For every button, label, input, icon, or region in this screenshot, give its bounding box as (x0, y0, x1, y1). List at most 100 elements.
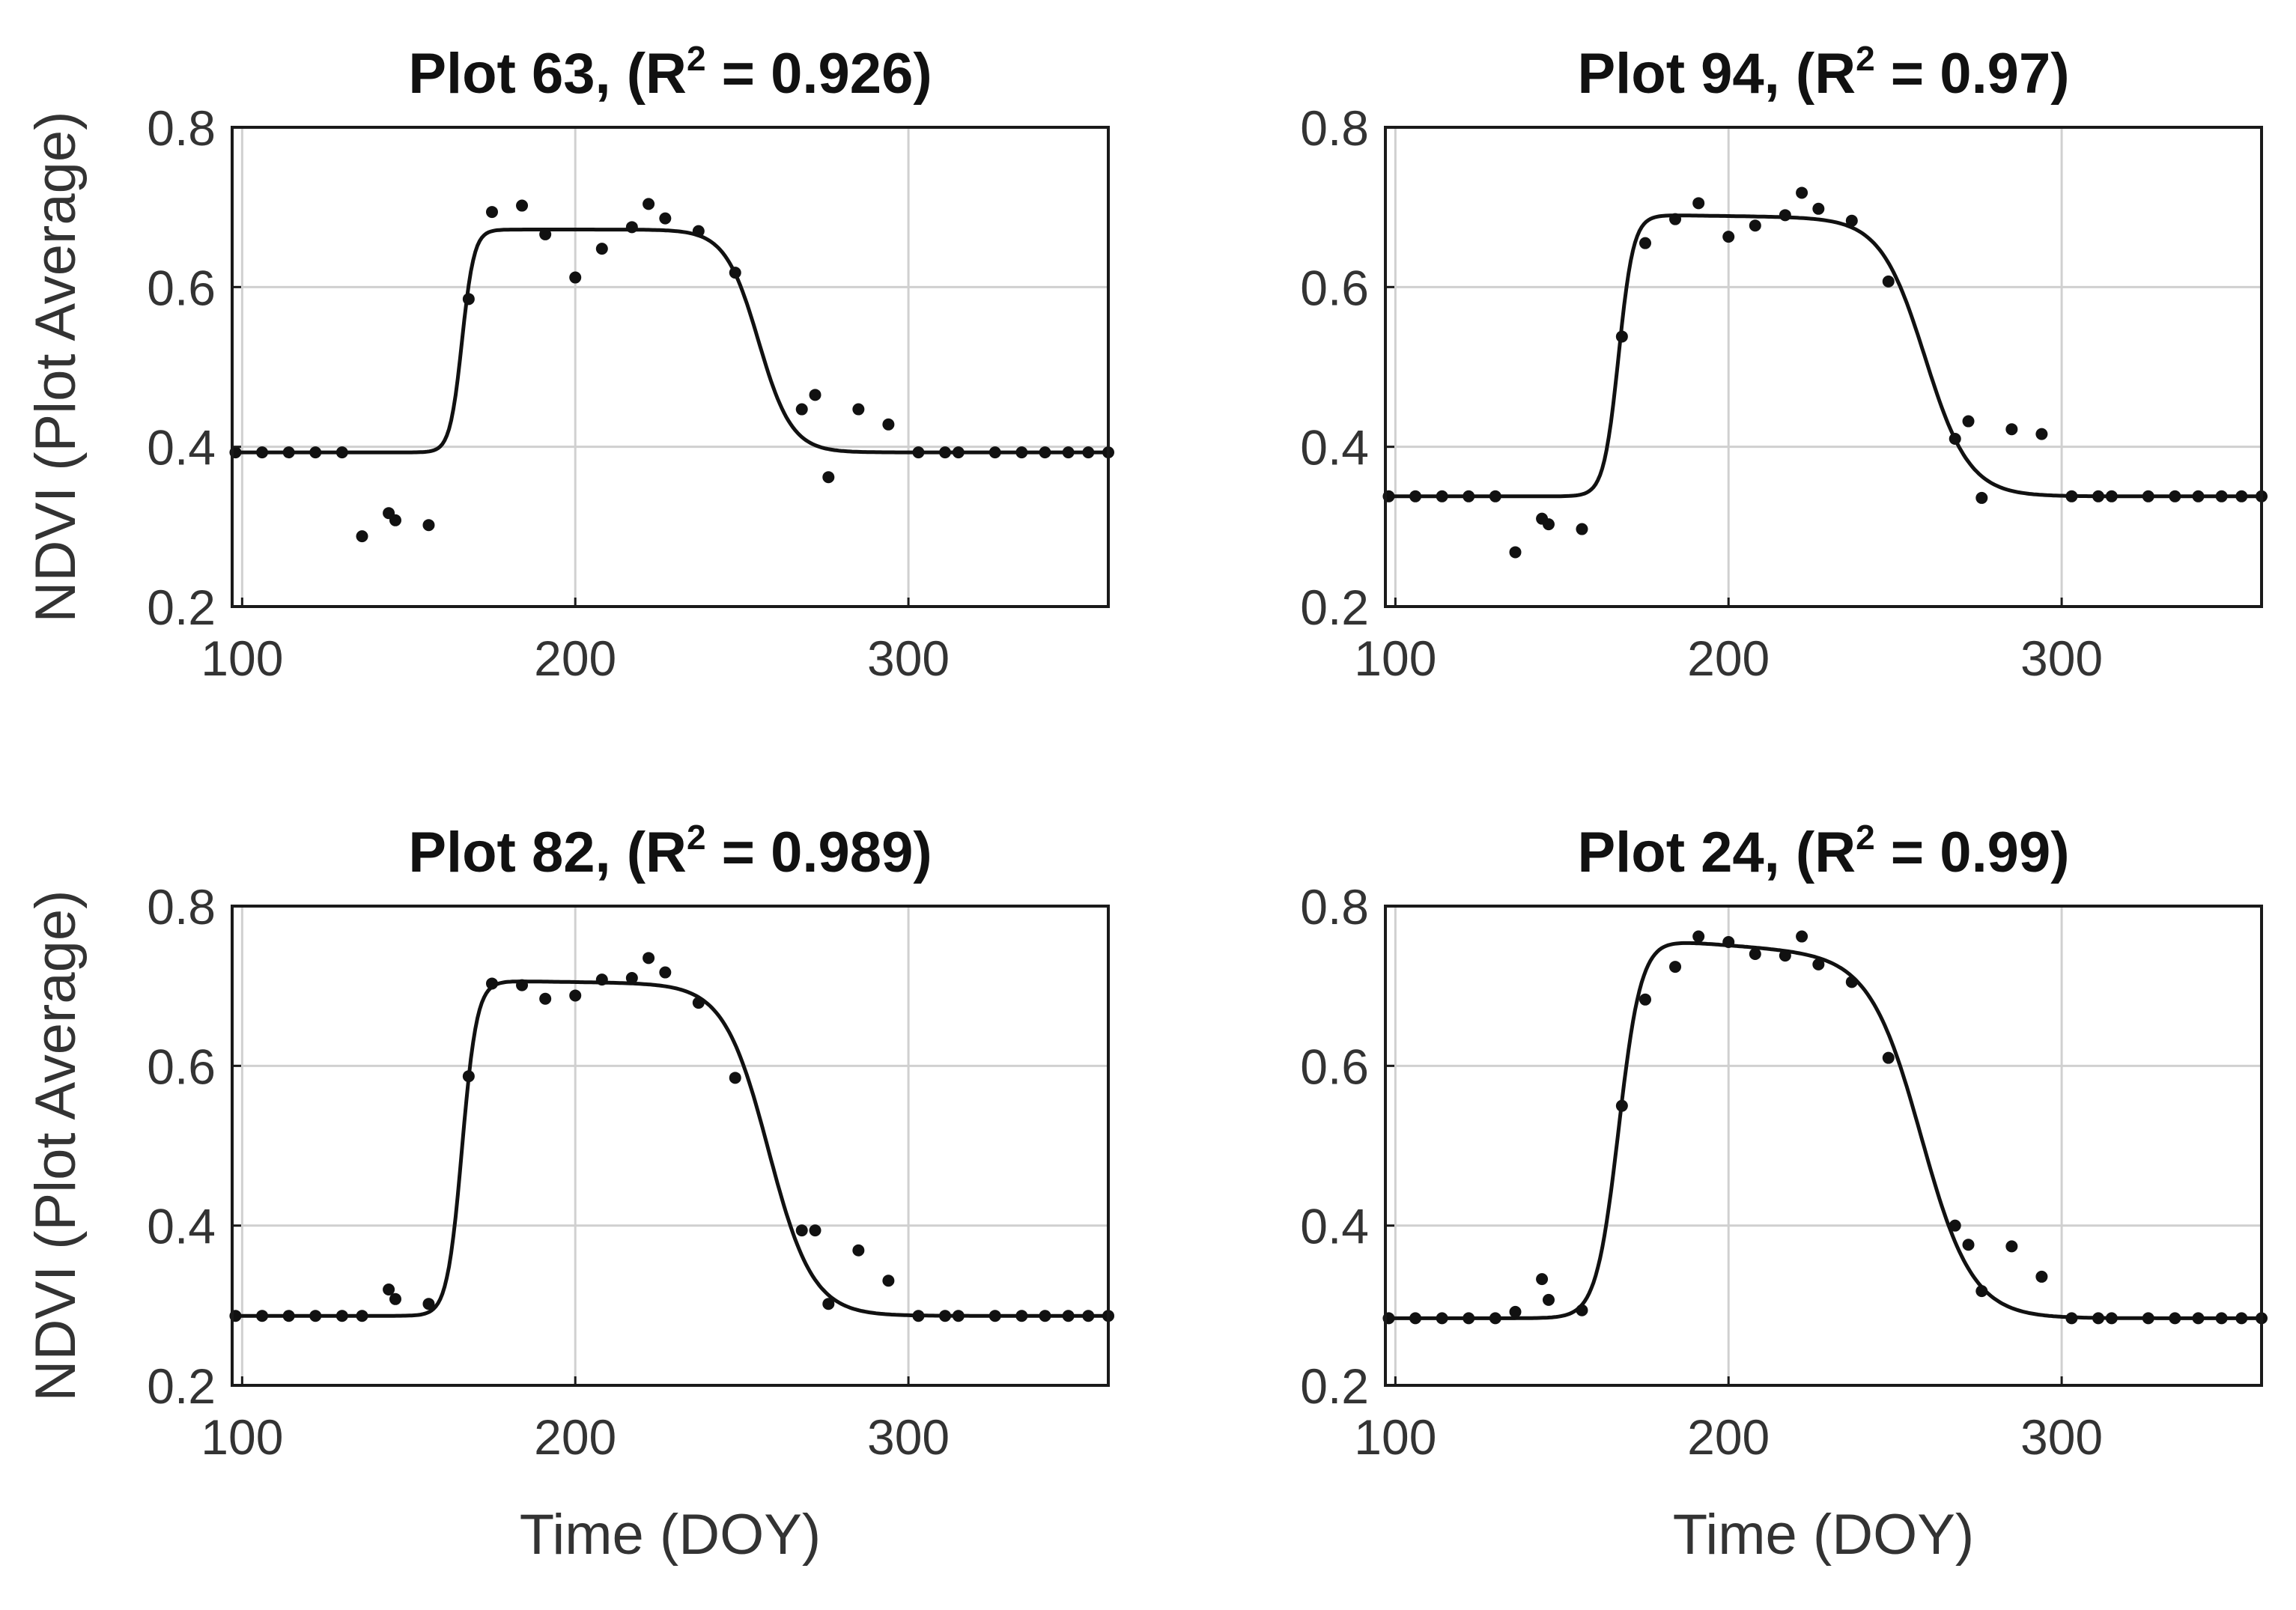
y-tick-label: 0.2 (1300, 580, 1369, 635)
x-tick-label: 200 (1687, 631, 1770, 686)
data-point (1509, 546, 1522, 559)
data-point (569, 271, 582, 284)
data-point (1692, 197, 1705, 210)
data-point (2092, 490, 2105, 502)
data-point (1542, 518, 1555, 531)
data-point (809, 389, 821, 401)
data-point (256, 1310, 269, 1322)
data-point (309, 1310, 322, 1322)
data-point (912, 1310, 925, 1322)
chart-title-main: Plot 82, (R (408, 821, 687, 884)
x-tick-label: 300 (867, 631, 950, 686)
data-point (1542, 1293, 1555, 1306)
data-point (539, 992, 552, 1005)
data-point (2105, 1312, 2118, 1325)
x-tick-label: 300 (2020, 631, 2103, 686)
data-point (1615, 330, 1628, 343)
data-point (1779, 950, 1791, 962)
data-point (1749, 219, 1761, 232)
subplot-plot-94: 100 200 300 0.2 0.4 0.6 0.8 Plot 94, (R2 = 0.97… (1300, 39, 2268, 686)
data-point (1489, 1312, 1501, 1325)
data-point (952, 446, 965, 459)
data-point (2005, 423, 2018, 436)
data-point (1436, 1312, 1448, 1325)
data-point (643, 198, 655, 210)
plot-frame (231, 126, 1110, 608)
data-point (462, 1070, 475, 1083)
data-point (729, 267, 741, 279)
chart-title-main: Plot 94, (R (1577, 42, 1856, 106)
data-point (1949, 1219, 1961, 1232)
data-point (309, 446, 322, 459)
data-point (1039, 446, 1051, 459)
data-point (882, 418, 895, 431)
data-point (625, 972, 638, 984)
data-point (1949, 433, 1961, 445)
data-point (2065, 490, 2078, 502)
data-point (852, 1244, 865, 1257)
y-tick-label: 0.2 (147, 1358, 216, 1414)
data-point (569, 989, 582, 1002)
chart-title-superscript: 2 (687, 818, 706, 857)
y-tick-label: 0.2 (1300, 1358, 1369, 1414)
y-tick-label: 0.4 (147, 1199, 216, 1254)
data-point (939, 1310, 952, 1322)
subplot-plot-63: 100 200 300 0.2 0.4 0.6 0.8 Plot 63, (R2 = 0.92… (24, 39, 1114, 686)
data-point (939, 446, 952, 459)
data-point (383, 1284, 395, 1295)
data-point (692, 225, 705, 237)
data-point (2235, 1312, 2248, 1325)
data-point (1463, 1312, 1475, 1325)
data-point (1812, 958, 1825, 970)
data-point (2192, 490, 2205, 502)
data-point (356, 530, 368, 543)
data-point (2215, 1312, 2228, 1325)
x-tick-label: 100 (1354, 1409, 1436, 1465)
data-point (1796, 186, 1808, 199)
data-point (1722, 936, 1735, 948)
data-point (912, 446, 925, 459)
data-point (516, 979, 529, 991)
data-point (1796, 930, 1808, 943)
data-point (2215, 490, 2228, 502)
data-point (882, 1275, 895, 1287)
y-tick-label: 0.8 (1300, 100, 1369, 156)
data-point (539, 228, 552, 240)
x-axis-label: Time (DOY) (520, 1503, 821, 1567)
data-point (625, 221, 638, 234)
data-point (2092, 1312, 2105, 1325)
data-point (1962, 415, 1975, 428)
data-point (1409, 1312, 1422, 1325)
data-point (952, 1310, 965, 1322)
data-point (1975, 1285, 1988, 1298)
data-point (485, 977, 498, 990)
y-tick-label: 0.4 (1300, 420, 1369, 476)
data-point (1039, 1310, 1051, 1322)
data-point (659, 212, 672, 225)
y-tick-label: 0.6 (1300, 260, 1369, 315)
data-point (335, 446, 348, 459)
chart-title-superscript: 2 (1856, 818, 1875, 857)
data-point (795, 403, 808, 416)
data-point (1436, 490, 1448, 502)
data-point (595, 973, 608, 986)
data-point (389, 1292, 401, 1305)
data-point (2035, 1270, 2048, 1283)
x-tick-label: 300 (2020, 1409, 2103, 1465)
data-point (2192, 1312, 2205, 1325)
y-axis-label: NDVI (Plot Average) (24, 890, 88, 1402)
data-point (2142, 490, 2154, 502)
fit-curve (1385, 941, 2262, 1320)
chart-title-tail: = 0.97) (1875, 42, 2070, 106)
data-point (1882, 275, 1895, 288)
data-point (516, 199, 529, 212)
chart-title: Plot 24, (R2 = 0.99) (1577, 818, 2069, 884)
y-tick-label: 0.6 (147, 260, 216, 315)
data-point (2035, 428, 2048, 440)
data-point (2235, 490, 2248, 502)
data-point (1639, 237, 1651, 249)
data-point (356, 1310, 368, 1322)
x-axis-label: Time (DOY) (1673, 1503, 1975, 1567)
x-tick-label: 100 (201, 1409, 283, 1465)
